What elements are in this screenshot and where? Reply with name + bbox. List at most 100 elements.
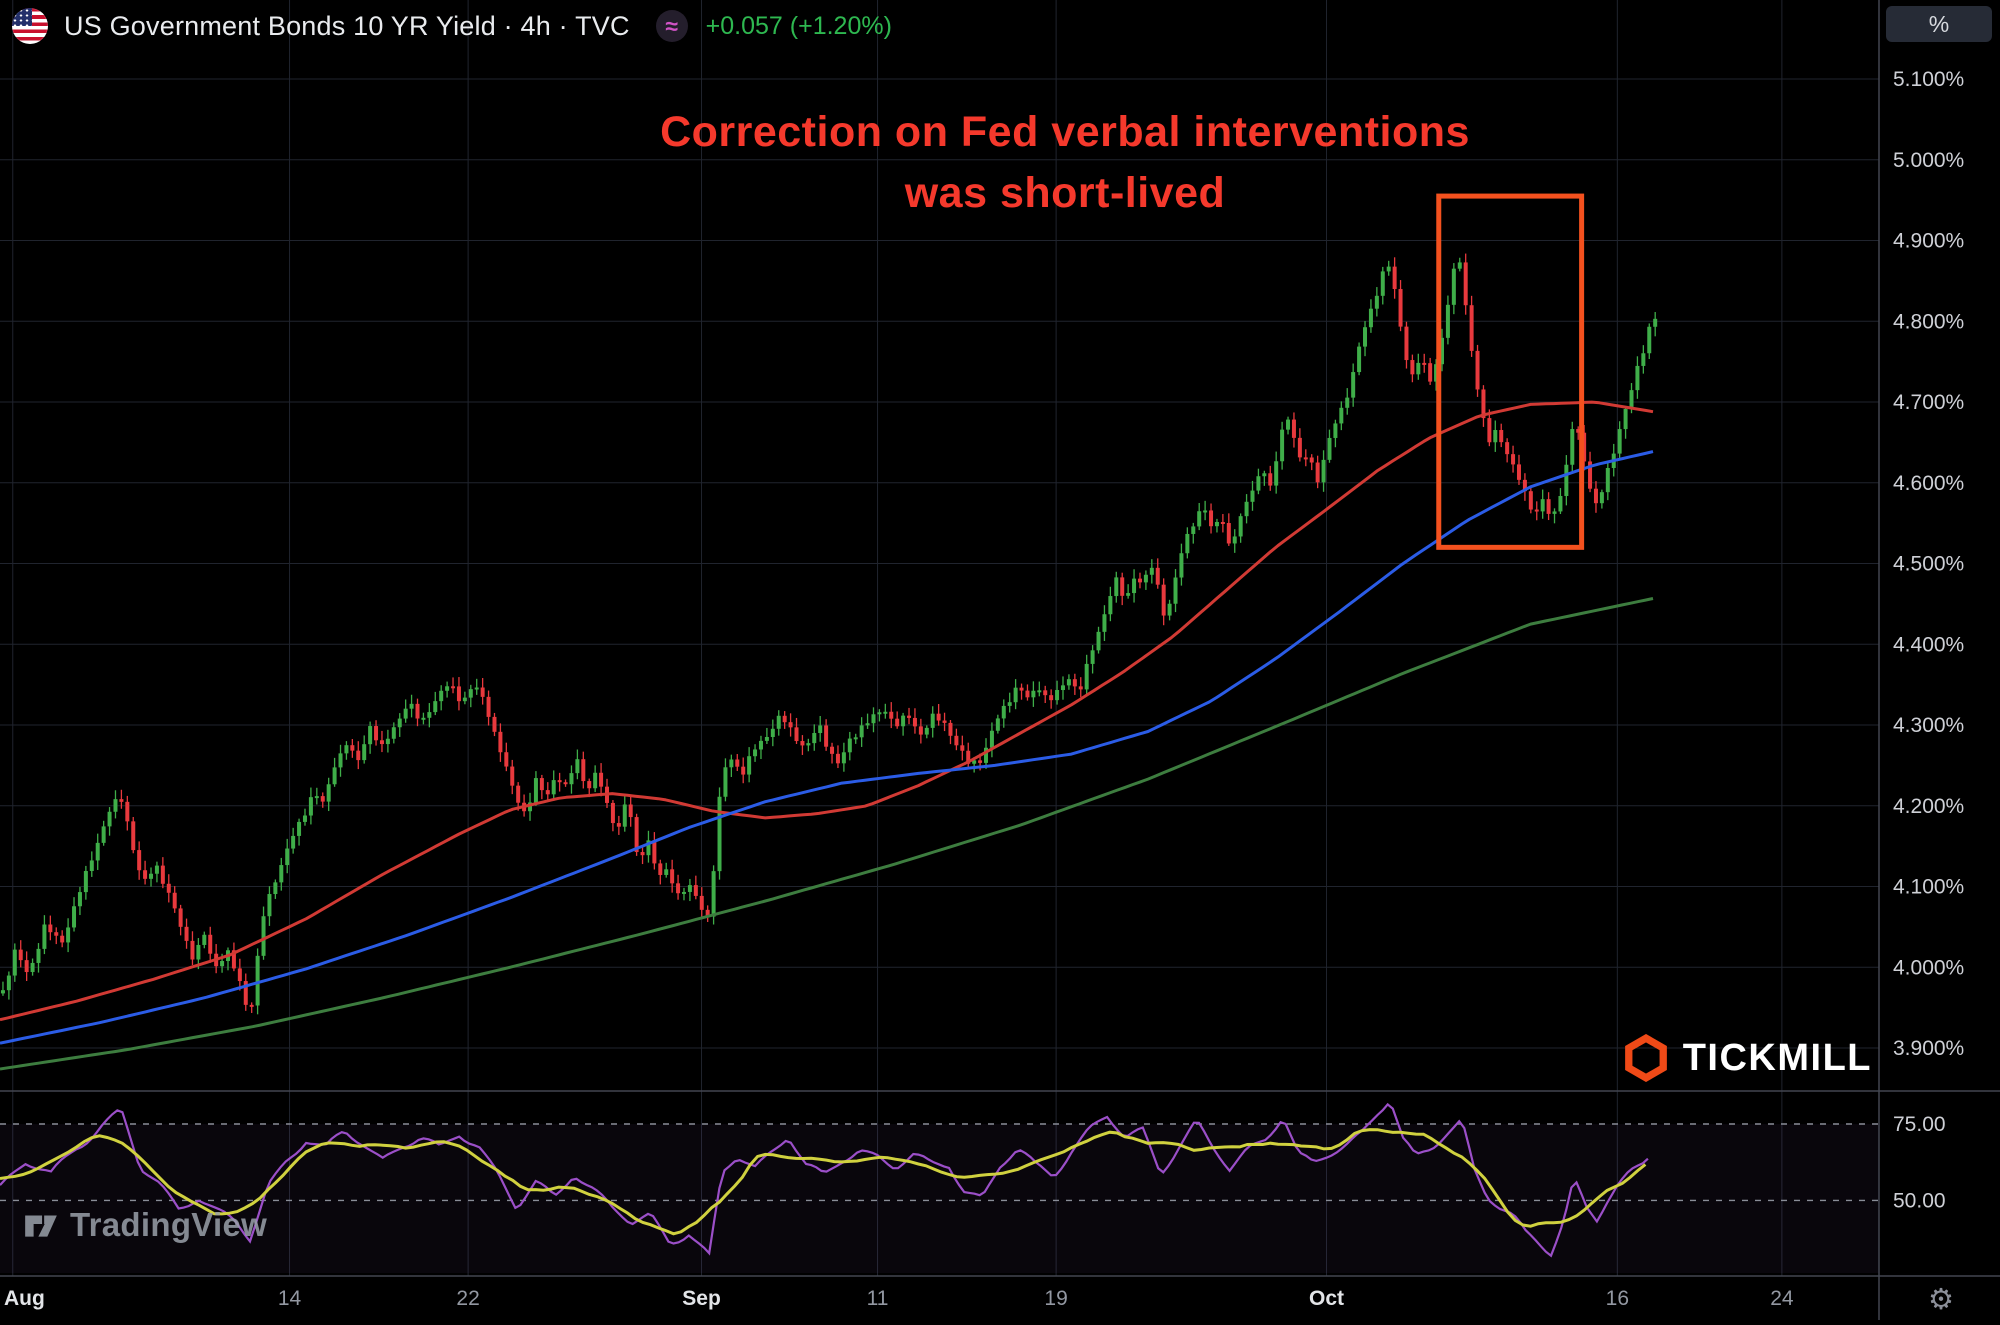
candle	[581, 759, 586, 782]
candle	[830, 746, 835, 754]
ma-mid-line[interactable]	[0, 450, 1654, 1045]
candle	[362, 744, 367, 761]
price-tick-label: 5.100%	[1893, 68, 1964, 91]
candle	[907, 715, 912, 718]
candle	[468, 689, 473, 698]
candle	[1327, 437, 1332, 460]
candle	[1416, 362, 1421, 375]
candle	[610, 802, 615, 824]
approx-glyph: ≈	[665, 12, 678, 39]
candle	[504, 752, 509, 767]
candle	[1528, 491, 1533, 510]
price-tick-label: 4.600%	[1893, 472, 1964, 495]
ma-slow-line[interactable]	[0, 597, 1654, 1071]
candle	[1250, 490, 1255, 502]
candle	[551, 780, 556, 795]
rsi-line[interactable]	[0, 1102, 1649, 1258]
candle	[314, 796, 319, 799]
candle	[320, 796, 325, 802]
candle	[918, 726, 923, 735]
candle	[1197, 511, 1202, 527]
annotation-text[interactable]: Correction on Fed verbal interventions w…	[660, 102, 1470, 224]
candle	[1096, 631, 1101, 651]
candle	[1055, 690, 1060, 701]
candle	[60, 935, 65, 943]
candle	[599, 772, 604, 787]
candle	[1037, 690, 1042, 693]
candle	[587, 781, 592, 789]
indicator-level-label: 50.00	[1893, 1189, 1946, 1212]
candle	[1031, 690, 1036, 698]
ma-fast-line[interactable]	[0, 400, 1654, 1022]
candle	[1564, 464, 1569, 496]
candle	[806, 743, 811, 746]
candle	[1457, 262, 1462, 269]
candle	[285, 848, 290, 866]
percent-scale-button[interactable]: %	[1886, 6, 1992, 42]
candle	[1114, 577, 1119, 597]
candle	[1540, 499, 1545, 512]
candle	[1582, 432, 1587, 462]
rsi-signal-line[interactable]	[0, 1128, 1647, 1236]
candle	[18, 949, 23, 961]
tradingview-wordmark: TradingView	[70, 1206, 268, 1243]
candle	[1203, 510, 1208, 513]
candle	[397, 718, 402, 728]
candle	[1179, 553, 1184, 578]
candle	[1280, 429, 1285, 462]
highlight-box[interactable]	[1436, 193, 1585, 550]
approx-icon[interactable]: ≈	[655, 10, 688, 42]
candle	[237, 968, 242, 982]
candle	[1060, 685, 1065, 691]
candle	[267, 894, 272, 917]
candle	[409, 703, 414, 709]
candle	[936, 713, 941, 721]
candle	[1001, 705, 1006, 719]
price-tick-label: 4.400%	[1893, 633, 1964, 656]
time-axis[interactable]: Aug 14 22 Sep 11 19 Oct 16 24	[4, 1287, 1794, 1310]
candle	[960, 745, 965, 751]
candle	[421, 717, 426, 720]
tradingview-watermark[interactable]: TradingView	[22, 1206, 267, 1244]
candle	[824, 725, 829, 747]
symbol-title[interactable]: US Government Bonds 10 YR Yield · 4h · T…	[64, 10, 630, 41]
candle	[954, 735, 959, 746]
candle	[231, 950, 236, 969]
candle	[711, 871, 716, 917]
annotation-line-1: Correction on Fed verbal interventions	[660, 108, 1470, 156]
candle	[847, 738, 852, 753]
candle	[1066, 679, 1071, 686]
candle	[800, 741, 805, 746]
candle	[735, 759, 740, 767]
candle	[1191, 526, 1196, 534]
candle	[1244, 501, 1249, 517]
candle	[841, 752, 846, 764]
candle	[1084, 663, 1089, 690]
candle	[338, 753, 343, 768]
candle	[1315, 462, 1320, 483]
candle	[403, 708, 408, 719]
candle	[1143, 574, 1148, 583]
candle	[1653, 318, 1658, 327]
candle	[1167, 603, 1172, 616]
candle	[942, 720, 947, 723]
candle	[154, 865, 159, 874]
candle	[1220, 521, 1225, 524]
candle	[776, 715, 781, 729]
time-tick-label: 14	[278, 1287, 302, 1310]
candle	[1434, 364, 1439, 382]
candle	[220, 961, 225, 967]
price-axis[interactable]: 5.100% 5.000% 4.900% 4.800% 4.700% 4.600% 4.50…	[1893, 68, 1964, 1060]
candle	[297, 821, 302, 836]
candle	[1226, 523, 1231, 544]
time-tick-label: Sep	[682, 1287, 721, 1310]
candle	[859, 725, 864, 738]
settings-gear-icon[interactable]: ⚙	[1928, 1284, 1954, 1316]
candle	[528, 802, 533, 812]
candle	[1481, 389, 1486, 419]
candle	[1214, 521, 1219, 527]
candle	[261, 916, 266, 956]
candle	[255, 955, 260, 1006]
candle	[1386, 266, 1391, 272]
